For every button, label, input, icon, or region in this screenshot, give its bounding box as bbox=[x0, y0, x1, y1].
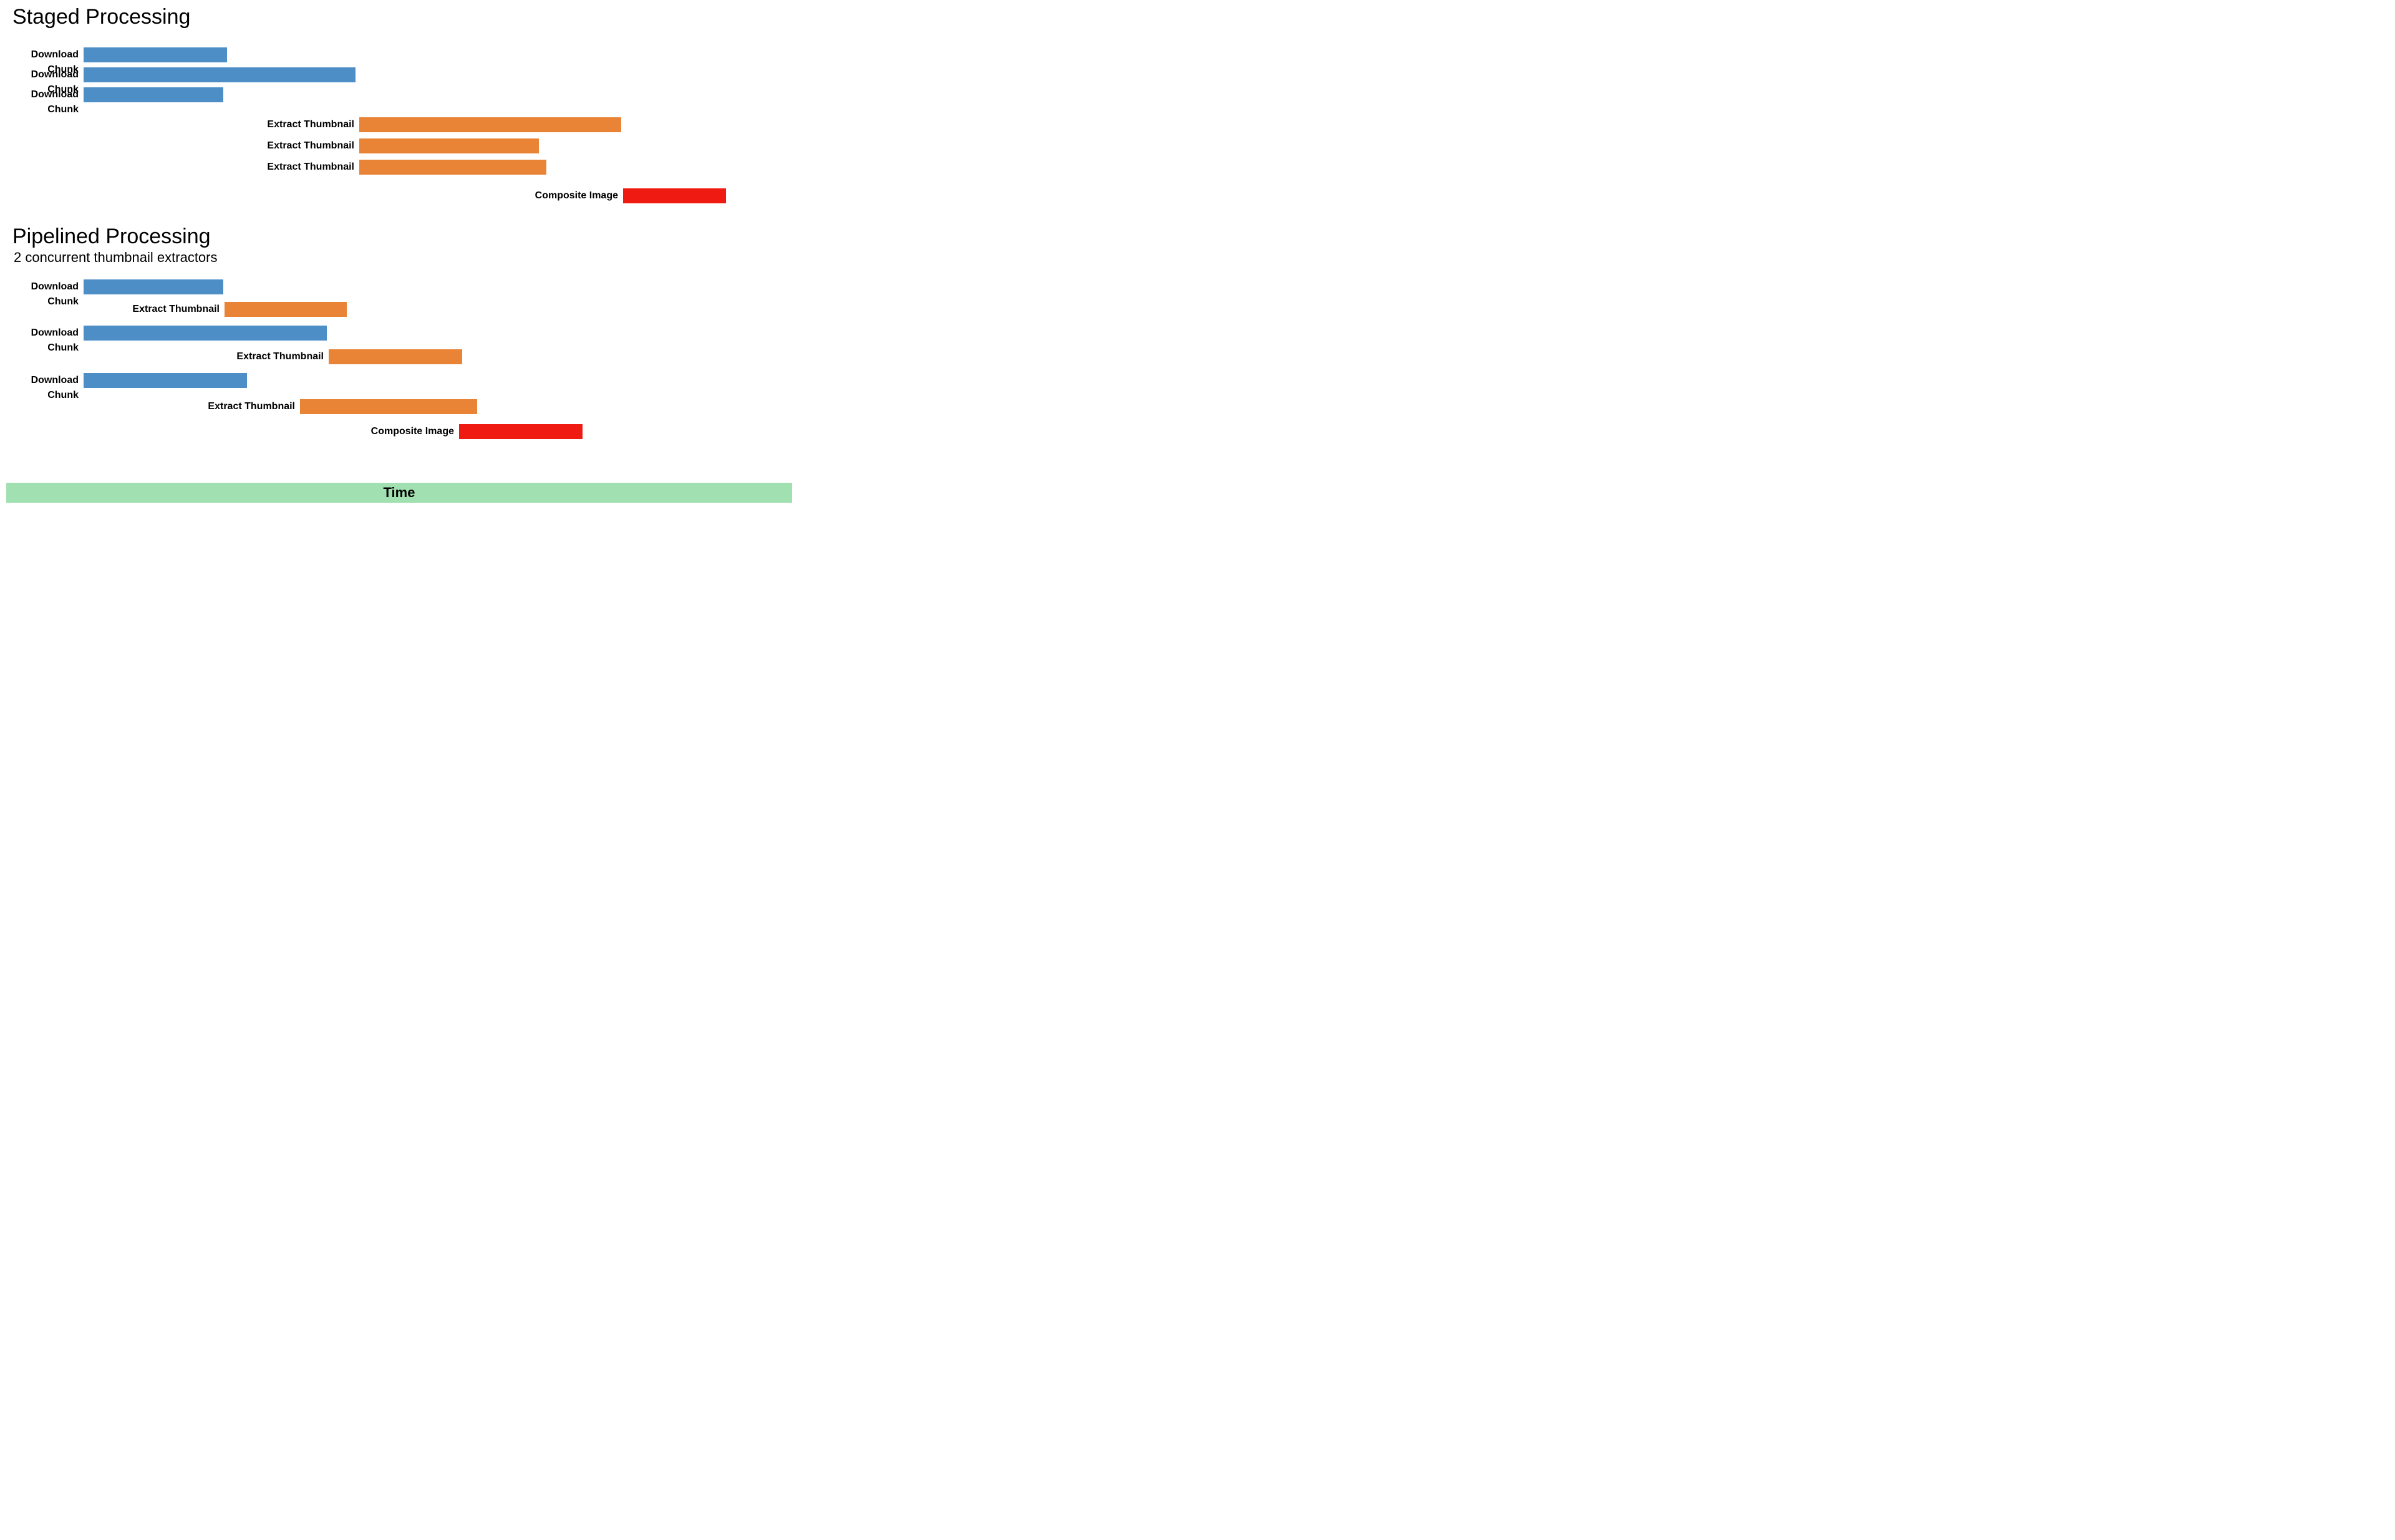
gantt-bar bbox=[84, 279, 223, 294]
diagram-canvas: Staged Processing Pipelined Processing 2… bbox=[0, 0, 798, 513]
gantt-bar bbox=[359, 160, 546, 175]
section-subtitle-pipelined: 2 concurrent thumbnail extractors bbox=[14, 249, 218, 266]
gantt-bar bbox=[300, 399, 477, 414]
gantt-bar-label: Extract Thumbnail bbox=[0, 117, 354, 132]
gantt-bar-label: Download Chunk bbox=[0, 373, 79, 388]
gantt-bar-label: Composite Image bbox=[0, 188, 618, 203]
gantt-bar bbox=[329, 349, 462, 364]
gantt-bar bbox=[359, 138, 539, 153]
gantt-bar-label: Download Chunk bbox=[0, 279, 79, 294]
gantt-bar bbox=[359, 117, 621, 132]
gantt-bar bbox=[84, 326, 327, 341]
section-title-pipelined: Pipelined Processing bbox=[12, 225, 211, 249]
gantt-bar-label: Download Chunk bbox=[0, 47, 79, 62]
gantt-bar-label: Extract Thumbnail bbox=[0, 160, 354, 175]
gantt-bar bbox=[623, 188, 726, 203]
gantt-bar-label: Download Chunk bbox=[0, 67, 79, 82]
time-axis-label: Time bbox=[384, 485, 415, 500]
time-axis: Time bbox=[6, 483, 792, 503]
gantt-bar-label: Extract Thumbnail bbox=[0, 138, 354, 153]
gantt-bar bbox=[459, 424, 583, 439]
gantt-bar bbox=[84, 87, 223, 102]
gantt-bar-label: Extract Thumbnail bbox=[0, 302, 220, 317]
section-title-staged: Staged Processing bbox=[12, 5, 190, 29]
gantt-bar-label: Composite Image bbox=[0, 424, 454, 439]
gantt-bar bbox=[225, 302, 347, 317]
gantt-bar bbox=[84, 373, 247, 388]
gantt-bar bbox=[84, 67, 356, 82]
gantt-bar bbox=[84, 47, 227, 62]
gantt-bar-label: Download Chunk bbox=[0, 87, 79, 102]
gantt-bar-label: Extract Thumbnail bbox=[0, 349, 324, 364]
gantt-bar-label: Extract Thumbnail bbox=[0, 399, 295, 414]
gantt-bar-label: Download Chunk bbox=[0, 326, 79, 341]
